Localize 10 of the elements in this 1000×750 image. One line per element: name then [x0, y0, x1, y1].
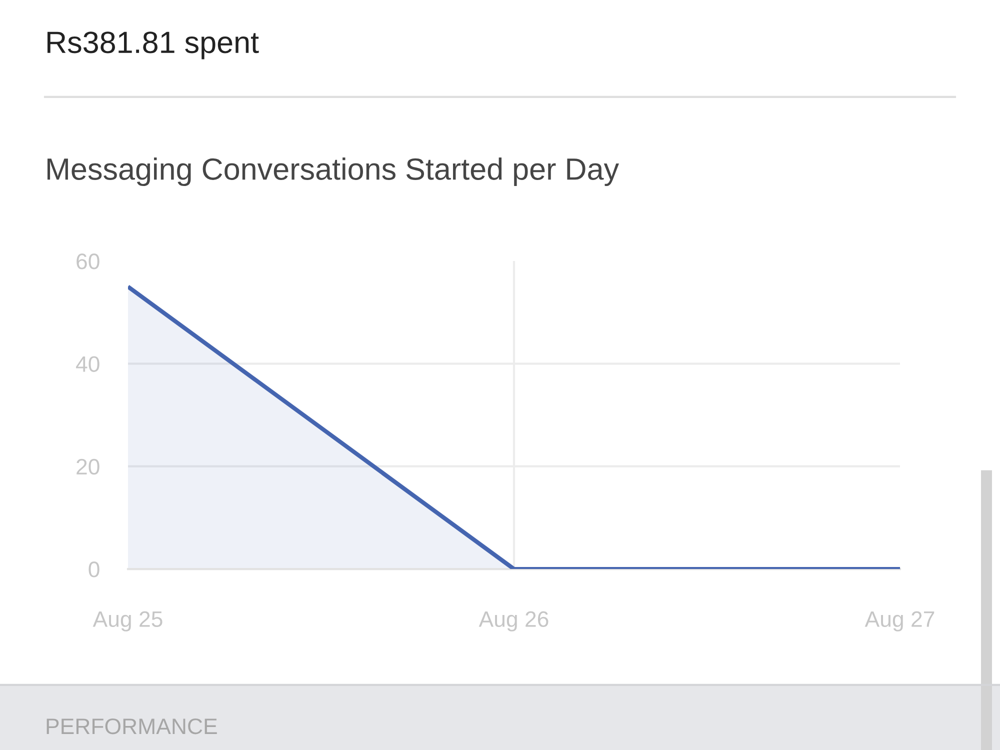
y-tick-label: 20	[76, 458, 100, 475]
y-tick-label: 0	[88, 562, 100, 578]
text: Rs381.81 spent	[48, 32, 259, 60]
x-tick-label: Aug 25	[92, 611, 162, 632]
y-tick-label: 60	[76, 254, 100, 270]
y-tick-label: 40	[76, 356, 100, 372]
text: PERFORMANCE	[46, 718, 217, 734]
chart-title: Messaging Conversations Started per Day	[48, 158, 619, 186]
x-tick-label: Aug 27	[864, 611, 934, 632]
x-tick-label: Aug 26	[478, 611, 548, 632]
